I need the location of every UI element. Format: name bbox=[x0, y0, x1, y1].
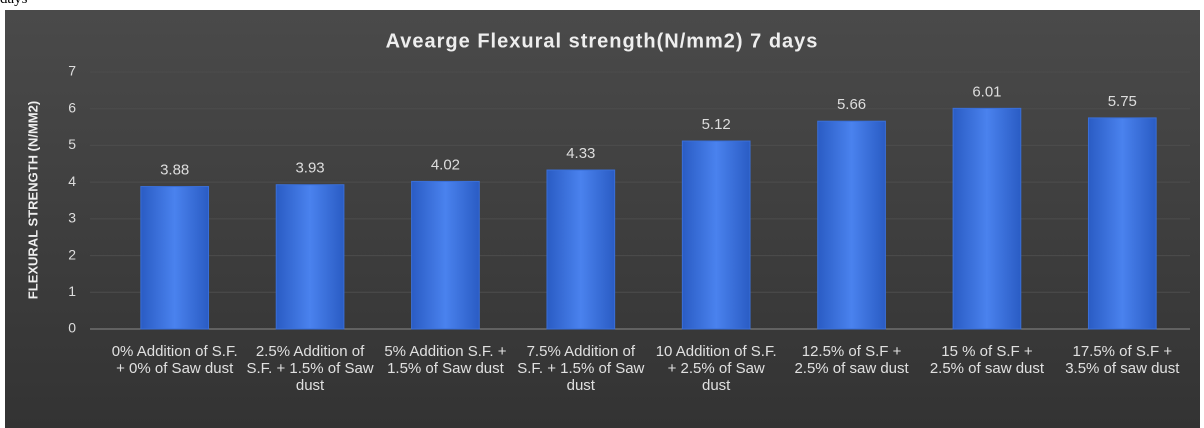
x-tick-label: 5% Addition S.F. + 1.5% of Saw dust bbox=[384, 343, 507, 377]
bar bbox=[275, 184, 345, 330]
data-label: 5.12 bbox=[702, 116, 731, 133]
data-label: 6.01 bbox=[972, 83, 1001, 100]
bar bbox=[411, 180, 480, 330]
data-label: 3.93 bbox=[295, 160, 324, 177]
bar bbox=[546, 169, 616, 330]
x-tick-label: 17.5% of S.F + 3.5% of saw dust bbox=[1065, 343, 1180, 377]
x-tick-label: 15 % of S.F + 2.5% of saw dust bbox=[929, 343, 1045, 377]
bar bbox=[681, 140, 751, 330]
bar bbox=[1087, 117, 1157, 330]
data-label: 3.88 bbox=[160, 162, 189, 179]
data-label: 4.02 bbox=[431, 156, 460, 173]
bar bbox=[140, 186, 210, 330]
y-tick-label: 7 bbox=[68, 63, 76, 79]
x-tick-label: 0% Addition of S.F. + 0% of Saw dust bbox=[111, 343, 238, 377]
x-tick-label: 10 Addition of S.F. + 2.5% of Saw dust bbox=[655, 343, 777, 394]
data-label: 5.75 bbox=[1108, 93, 1137, 110]
y-tick-label: 6 bbox=[68, 99, 76, 115]
y-tick-label: 2 bbox=[68, 246, 76, 262]
data-label: 5.66 bbox=[837, 96, 866, 113]
data-label: 4.33 bbox=[566, 145, 595, 162]
chart-title: Avearge Flexural strength(N/mm2) 7 days bbox=[386, 30, 819, 52]
x-tick-label: 7.5% Addition of S.F. + 1.5% of Saw dust bbox=[517, 343, 645, 394]
caption-fragment: days bbox=[0, 0, 28, 8]
y-axis-label: FLEXURAL STRENGTH (N/MM2) bbox=[25, 101, 40, 299]
bar bbox=[952, 107, 1022, 330]
y-tick-label: 4 bbox=[68, 173, 76, 189]
y-tick-label: 5 bbox=[68, 136, 76, 152]
x-tick-label: 2.5% Addition of S.F. + 1.5% of Saw dust bbox=[246, 343, 374, 394]
bar bbox=[817, 120, 886, 330]
y-tick-label: 1 bbox=[68, 283, 76, 299]
y-tick-label: 3 bbox=[68, 210, 76, 226]
y-tick-label: 0 bbox=[68, 320, 76, 336]
x-tick-label: 12.5% of S.F + 2.5% of saw dust bbox=[794, 343, 909, 377]
